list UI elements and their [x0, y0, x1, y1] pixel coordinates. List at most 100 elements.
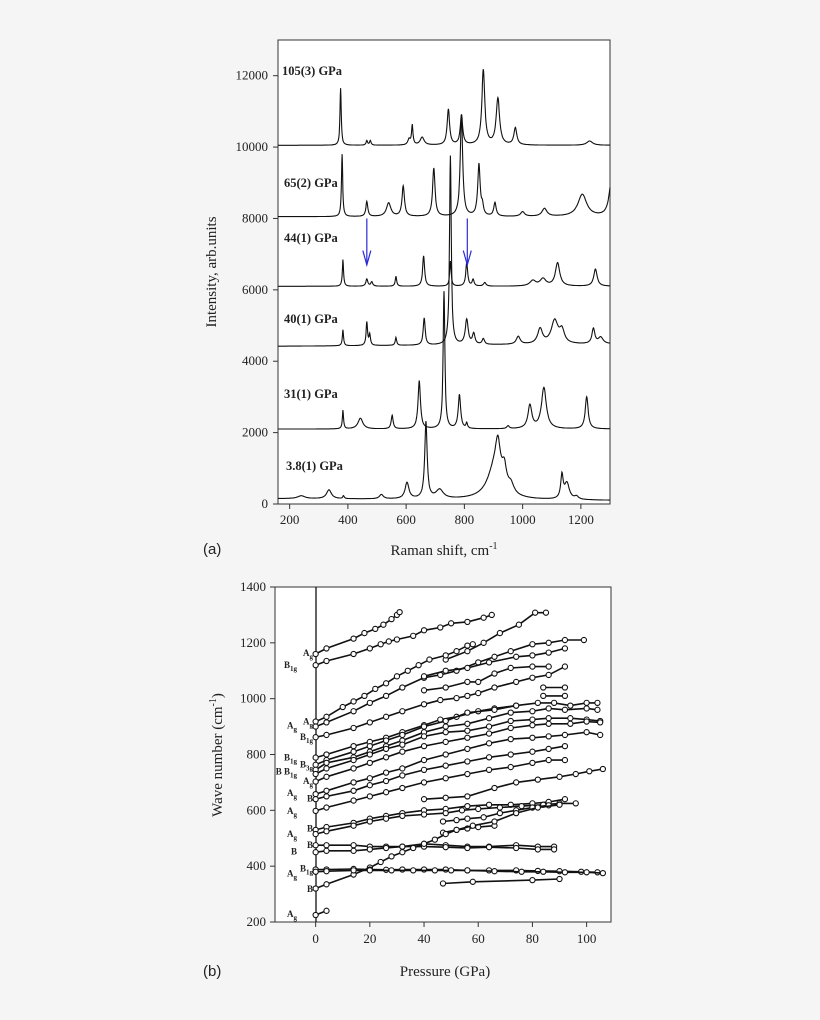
x-tick-label-a: 800: [455, 512, 475, 527]
data-point: [350, 724, 357, 732]
data-point: [437, 624, 444, 631]
x-tick-label-b: 60: [472, 931, 485, 946]
data-point: [599, 869, 607, 877]
data-point: [439, 818, 447, 825]
data-point: [550, 699, 558, 707]
data-point: [442, 830, 449, 838]
data-point: [597, 731, 604, 739]
data-point: [507, 664, 514, 672]
data-point: [312, 911, 319, 919]
mode-label: B1g: [300, 863, 314, 876]
data-point: [323, 881, 330, 888]
data-point: [361, 629, 368, 637]
series-line: [315, 639, 584, 728]
data-point: [442, 809, 449, 817]
data-point: [350, 756, 357, 764]
data-point: [469, 641, 476, 648]
data-point: [513, 702, 520, 709]
data-point: [399, 772, 406, 779]
data-point: [480, 639, 487, 646]
data-point: [507, 709, 514, 716]
data-point: [561, 869, 569, 876]
data-point: [464, 720, 471, 727]
axis-ticks-b: 0 20 40 60 80 100 200 400 600 800 1000 1200 1400: [240, 579, 596, 946]
mode-series: [312, 636, 588, 730]
data-point: [431, 867, 439, 874]
data-point: [556, 773, 563, 780]
data-point: [420, 840, 428, 847]
spectrum-label: 65(2) GPa: [284, 176, 339, 190]
data-point: [442, 794, 449, 801]
data-point: [420, 723, 428, 730]
data-point: [475, 805, 482, 813]
data-point: [513, 809, 520, 817]
spectrum-label: 31(1) GPa: [284, 387, 339, 401]
data-point: [507, 717, 514, 725]
data-point: [583, 869, 590, 876]
data-point: [323, 787, 330, 794]
data-point: [464, 734, 471, 741]
data-point: [442, 729, 449, 736]
data-point: [399, 843, 406, 850]
mode-label: Ag: [287, 829, 298, 842]
data-point: [561, 706, 569, 713]
data-point: [366, 742, 373, 750]
data-point: [464, 793, 471, 800]
spectrum-line: [278, 420, 610, 501]
data-point: [464, 844, 471, 852]
data-point: [442, 751, 449, 758]
data-point: [464, 770, 471, 778]
data-point: [453, 694, 460, 702]
data-point: [475, 689, 482, 697]
data-point: [410, 632, 417, 640]
data-point: [366, 782, 373, 789]
y-tick-label-b: 1200: [240, 635, 266, 650]
data-point: [366, 867, 373, 874]
data-point: [485, 844, 493, 851]
y-tick-label-b: 200: [247, 914, 267, 929]
data-point: [420, 811, 428, 818]
data-point: [485, 730, 493, 737]
data-point: [572, 770, 579, 778]
spectrum-line: [278, 255, 611, 287]
data-point: [382, 777, 390, 785]
data-point: [518, 802, 525, 810]
data-point: [561, 645, 569, 652]
data-point: [485, 801, 493, 808]
data-point: [323, 645, 330, 652]
data-point: [437, 696, 444, 704]
data-point: [399, 731, 406, 739]
series-line: [315, 717, 601, 775]
data-point: [399, 784, 406, 792]
data-point: [312, 718, 319, 725]
y-tick-label-b: 1400: [240, 579, 266, 594]
data-point: [323, 793, 330, 800]
data-point: [399, 849, 406, 856]
series-line: [315, 707, 598, 771]
data-point: [442, 738, 449, 746]
data-point: [496, 804, 504, 811]
data-point: [515, 621, 523, 628]
data-point: [513, 844, 520, 852]
data-point: [491, 706, 498, 713]
data-point: [399, 812, 406, 820]
data-point: [382, 692, 390, 700]
data-point: [545, 671, 552, 679]
data-point: [399, 748, 406, 755]
mode-series: [312, 907, 330, 919]
data-point: [447, 867, 455, 874]
data-point: [420, 766, 428, 774]
data-point: [464, 618, 471, 626]
data-point: [312, 754, 319, 761]
data-point: [480, 814, 487, 821]
data-point: [312, 830, 319, 838]
data-point: [561, 731, 569, 739]
data-point: [464, 678, 471, 686]
data-point: [312, 723, 319, 730]
data-point: [545, 720, 552, 727]
data-point: [366, 793, 373, 800]
data-point: [464, 709, 471, 716]
mode-series: [312, 867, 607, 877]
data-point: [442, 652, 449, 659]
